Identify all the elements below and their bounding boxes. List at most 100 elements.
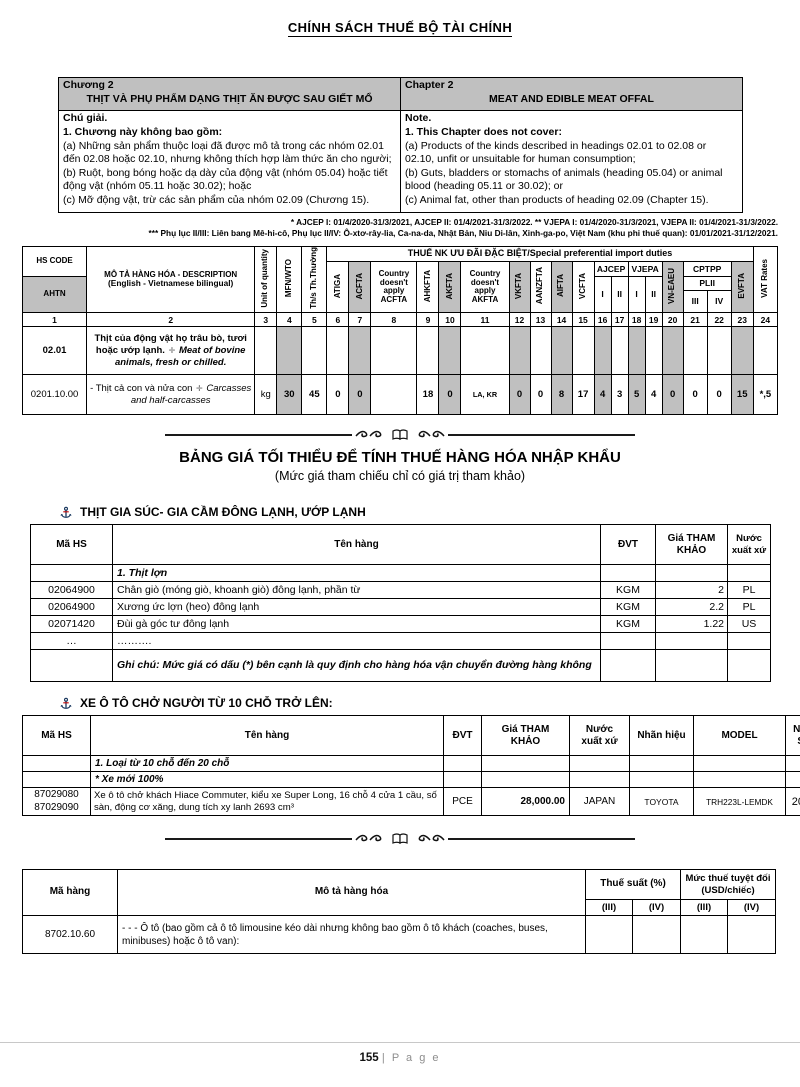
col-num: 12 [509, 313, 530, 327]
empty-cell [327, 327, 349, 375]
footnotes: * AJCEP I: 01/4/2020-31/3/2021, AJCEP II… [22, 217, 778, 239]
absolute-duty-table: Mã hàng Mô tả hàng hóa Thuế suất (%) Mức… [22, 869, 776, 954]
unit-cell: KGM [601, 582, 656, 599]
empty-cell [694, 756, 786, 772]
hs-code-cell: 02064900 [31, 582, 113, 599]
chapter-title-vi: THỊT VÀ PHỤ PHẨM DẠNG THỊT ĂN ĐƯỢC SAU G… [63, 93, 396, 107]
col-header-dvt: ĐVT [601, 525, 656, 565]
col-header-plii: PLII [683, 277, 731, 291]
col-header-ajcep: AJCEP [594, 262, 628, 277]
price-cell: 2.2 [656, 599, 728, 616]
empty-cell [31, 565, 113, 582]
vkfta-cell: 0 [509, 375, 530, 415]
group-row: 1. Loại từ 10 chỗ đến 20 chỗ [23, 756, 800, 772]
vat-cell: *,5 [753, 375, 777, 415]
page-number: 155 [360, 1052, 379, 1064]
col-num: 9 [417, 313, 439, 327]
col-header-unit: Unit of quantity [255, 247, 277, 313]
chapter-title-en: MEAT AND EDIBLE MEAT OFFAL [405, 93, 738, 107]
col-num: 2 [87, 313, 255, 327]
origin-cell: JAPAN [570, 788, 630, 816]
section-heading-meat: THỊT GIA SÚC- GIA CẦM ĐÔNG LẠNH, ƯỚP LẠN… [60, 505, 800, 519]
col-header-cptpp: CPTPP [683, 262, 731, 277]
empty-cell [594, 327, 611, 375]
section-heading-text: XE Ô TÔ CHỞ NGƯỜI TỪ 10 CHỖ TRỞ LÊN: [80, 696, 333, 710]
col-header-iii-a: (III) [586, 900, 633, 916]
chapter-number-en: Chapter 2 [405, 79, 738, 93]
note-item-b-en: (b) Guts, bladders or stomachs of animal… [405, 167, 738, 194]
unit-cell: KGM [601, 599, 656, 616]
col-header-ahkfta: AHKFTA [417, 262, 439, 313]
chapter-header-en: Chapter 2 MEAT AND EDIBLE MEAT OFFAL [401, 78, 743, 111]
description-sublabel: (English - Vietnamese bilingual) [88, 279, 253, 288]
note-item-a-en: (a) Products of the kinds described in h… [405, 140, 738, 167]
empty-cell [302, 327, 327, 375]
vn-eaeu-cell: 0 [662, 375, 683, 415]
hs-code-cell: 0201.10.00 [23, 375, 87, 415]
footnote-line-2: *** Phụ lục II/III: Liên bang Mê-hi-cô, … [22, 228, 778, 239]
meat-price-table: Mã HS Tên hàng ĐVT Giá THAM KHẢO Nước xu… [30, 524, 771, 682]
vcfta-cell: 17 [572, 375, 594, 415]
note-item-a-vi: (a) Những sản phẩm thuộc loại đã được mô… [63, 140, 396, 167]
note-heading-en: 1. This Chapter does not cover: [405, 126, 738, 140]
divider-line [165, 434, 352, 436]
col-header-ma-hs: Mã HS [23, 716, 91, 756]
col-header-cptpp-iii: III [683, 291, 707, 313]
min-price-title: BẢNG GIÁ TỐI THIỂU ĐỂ TÍNH THUẾ HÀNG HÓA… [0, 449, 800, 466]
col-header-iv-b: (IV) [728, 900, 776, 916]
col-header-nuoc: Nước xuất xứ [570, 716, 630, 756]
col-header-aanzfta: AANZFTA [530, 262, 551, 313]
empty-cell [23, 756, 91, 772]
empty-cell [461, 327, 509, 375]
col-num: 17 [611, 313, 628, 327]
empty-cell [601, 565, 656, 582]
empty-cell [707, 327, 731, 375]
col-header-ten-hang: Tên hàng [113, 525, 601, 565]
note-item-b-vi: (b) Ruột, bong bóng hoặc dạ dày của động… [63, 167, 396, 194]
empty-cell [662, 327, 683, 375]
item-name-cell: Chân giò (móng giò, khoanh giò) đông lạn… [113, 582, 601, 599]
ahkfta-cell: 18 [417, 375, 439, 415]
col-header-atiga: ATIGA [327, 262, 349, 313]
empty-cell [444, 756, 482, 772]
cptpp-iii-cell: 0 [683, 375, 707, 415]
cross-ref-icon: ✛ [195, 384, 204, 393]
empty-cell [728, 565, 771, 582]
col-header-aifta: AIFTA [551, 262, 572, 313]
col-header-vcfta: VCFTA [572, 262, 594, 313]
empty-cell [570, 756, 630, 772]
unit-cell: KGM [601, 616, 656, 633]
group-label: 1. Loại từ 10 chỗ đến 20 chỗ [91, 756, 444, 772]
unit-cell: PCE [444, 788, 482, 816]
col-num: 11 [461, 313, 509, 327]
ellipsis-row: … ………. [31, 633, 771, 650]
empty-cell [630, 772, 694, 788]
col-header-ajcep-i: I [594, 277, 611, 313]
anchor-bullet-icon [60, 697, 72, 710]
col-header-ajcep-ii: II [611, 277, 628, 313]
tariff-group-row: 02.01 Thịt của động vật họ trâu bò, tươi… [23, 327, 778, 375]
ajcep-ii-cell: 3 [611, 375, 628, 415]
group-row: 1. Thịt lợn [31, 565, 771, 582]
note-text: Ghi chú: Mức giá có dấu (*) bên cạnh là … [113, 650, 601, 682]
col-header-no-acfta: Country doesn't apply ACFTA [371, 262, 417, 313]
book-ornament-icon [354, 832, 446, 846]
vehicle-price-table: Mã HS Tên hàng ĐVT Giá THAM KHẢO Nước xu… [22, 715, 800, 816]
col-header-ths: Th/s Th.Thường [302, 247, 327, 313]
empty-cell [444, 772, 482, 788]
note-row: Ghi chú: Mức giá có dấu (*) bên cạnh là … [31, 650, 771, 682]
empty-cell [681, 916, 728, 954]
col-num: 19 [645, 313, 662, 327]
empty-cell [728, 633, 771, 650]
empty-cell [630, 756, 694, 772]
empty-cell [551, 327, 572, 375]
description-cell: - Thịt cả con và nửa con ✛ Carcasses and… [87, 375, 255, 415]
col-header-iii-b: (III) [681, 900, 728, 916]
empty-cell [23, 772, 91, 788]
col-num: 23 [731, 313, 753, 327]
empty-cell [753, 327, 777, 375]
dots-cell: ………. [113, 633, 601, 650]
col-num: 14 [551, 313, 572, 327]
col-num: 15 [572, 313, 594, 327]
price-cell: 2 [656, 582, 728, 599]
